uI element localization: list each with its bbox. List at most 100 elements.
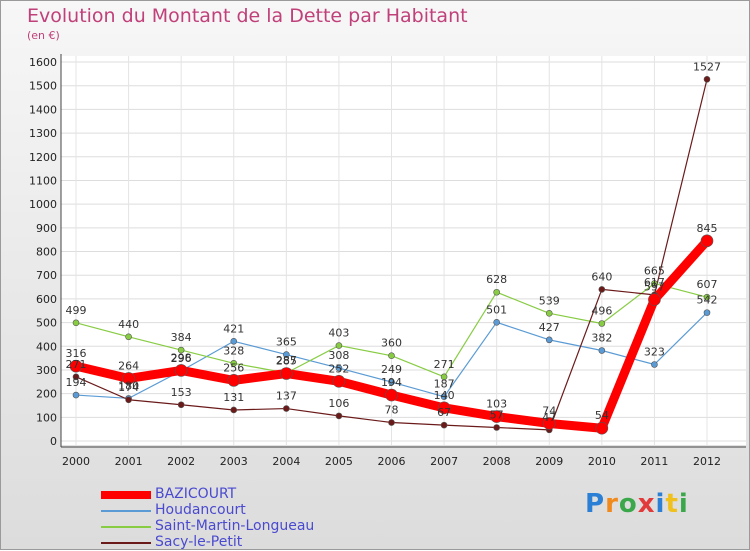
y-tick-label: 1300 [29, 127, 57, 140]
legend-swatch [101, 542, 151, 544]
data-label: 285 [276, 354, 297, 367]
data-point [493, 424, 500, 431]
data-label: 174 [118, 381, 139, 394]
y-tick-label: 1500 [29, 80, 57, 93]
x-tick-label: 2000 [62, 455, 90, 468]
data-point [335, 412, 343, 420]
data-label: 328 [223, 344, 244, 357]
data-point [69, 359, 83, 373]
data-label: 54 [595, 409, 609, 422]
data-point [385, 388, 398, 402]
data-point [703, 309, 711, 316]
data-point [230, 406, 238, 414]
data-label: 264 [118, 359, 139, 372]
data-label: 47 [542, 411, 556, 424]
logo-letter: i [655, 489, 666, 519]
data-label: 57 [490, 408, 504, 421]
data-point [72, 391, 80, 399]
data-point [648, 293, 661, 306]
data-point [440, 373, 448, 381]
data-label: 665 [644, 264, 665, 277]
data-label: 131 [223, 391, 244, 404]
data-label: 78 [385, 404, 399, 417]
data-point [440, 421, 448, 429]
data-point [332, 375, 346, 388]
y-tick-label: 800 [36, 246, 57, 259]
data-point [230, 360, 238, 367]
data-label: 296 [171, 352, 192, 365]
data-point [490, 410, 503, 423]
data-point [72, 373, 80, 381]
data-label: 427 [539, 321, 560, 334]
x-tick-label: 2009 [535, 455, 563, 468]
data-point [437, 401, 451, 415]
data-point [335, 364, 343, 372]
legend-swatch [101, 526, 151, 528]
data-point [280, 367, 293, 380]
legend-label: BAZICOURT [155, 486, 237, 502]
data-point [177, 346, 185, 354]
data-point [598, 347, 606, 354]
y-tick-label: 200 [36, 388, 57, 401]
logo-letter: o [618, 489, 638, 519]
data-label: 617 [644, 276, 665, 289]
legend-label: Houdancourt [155, 502, 246, 518]
y-tick-label: 0 [50, 435, 57, 448]
data-label: 287 [276, 354, 297, 367]
logo-letter: x [637, 489, 656, 519]
y-tick-label: 1400 [29, 103, 57, 116]
x-tick-label: 2008 [483, 455, 511, 468]
logo-letter: r [605, 489, 619, 519]
data-label: 640 [591, 270, 612, 283]
data-point [598, 286, 606, 293]
data-label: 384 [171, 331, 192, 344]
y-tick-label: 500 [36, 317, 57, 330]
y-tick-label: 1200 [29, 151, 57, 164]
data-label: 194 [66, 376, 87, 389]
y-tick-label: 600 [36, 293, 57, 306]
data-point [230, 337, 238, 345]
data-label: 499 [66, 304, 87, 317]
logo-letter: t [665, 489, 679, 519]
y-tick-label: 1600 [29, 56, 57, 69]
logo-letter: P [585, 489, 606, 519]
legend-swatch [101, 491, 151, 499]
logo-letter: i [678, 489, 689, 519]
y-tick-label: 400 [36, 340, 57, 353]
y-tick-label: 300 [36, 364, 57, 377]
legend-swatch [101, 510, 151, 512]
data-point [598, 320, 606, 327]
data-label: 140 [434, 389, 455, 402]
data-label: 845 [697, 222, 718, 235]
data-label: 74 [542, 404, 556, 417]
x-tick-label: 2002 [167, 455, 195, 468]
x-tick-label: 2006 [378, 455, 406, 468]
data-point [595, 421, 609, 435]
data-point [545, 336, 553, 344]
y-tick-label: 1100 [29, 174, 57, 187]
data-label: 252 [328, 362, 349, 375]
data-label: 271 [434, 358, 455, 371]
y-tick-label: 100 [36, 411, 57, 424]
data-point [440, 393, 448, 401]
data-label: 628 [486, 273, 507, 286]
data-label: 542 [697, 294, 718, 307]
y-tick-label: 700 [36, 269, 57, 282]
data-point [493, 319, 500, 326]
data-point [283, 351, 290, 358]
x-tick-label: 2010 [588, 455, 616, 468]
data-point [227, 374, 241, 387]
data-label: 597 [644, 281, 665, 294]
data-label: 271 [66, 358, 87, 371]
x-tick-label: 2007 [430, 455, 458, 468]
legend-label: Sacy-le-Petit [155, 534, 243, 550]
y-tick-label: 900 [36, 222, 57, 235]
data-label: 298 [171, 351, 192, 364]
data-point [493, 288, 500, 296]
data-point [651, 280, 658, 287]
data-label: 382 [591, 332, 612, 345]
data-point [283, 405, 290, 412]
data-point [388, 378, 395, 386]
